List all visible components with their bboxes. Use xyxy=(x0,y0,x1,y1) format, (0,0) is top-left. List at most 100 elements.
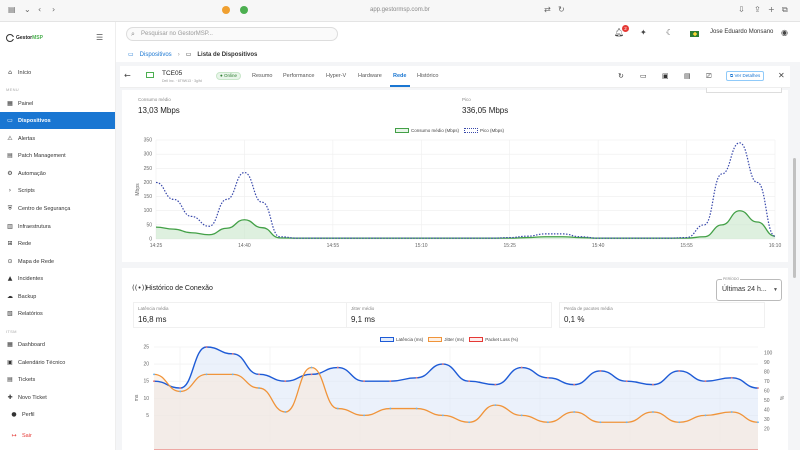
laptop-icon[interactable]: ⎚ xyxy=(706,72,712,80)
sidebar-item-incidentes[interactable]: ▲ Incidentes xyxy=(0,270,115,287)
logout-label: Sair xyxy=(22,432,32,439)
remote-screen-icon[interactable]: ▣ xyxy=(662,72,669,80)
sidebar-item-centro-de-seguranca[interactable]: ⛨ Centro de Segurança xyxy=(0,200,115,217)
sidebar-section-label: ITSM xyxy=(6,329,17,334)
sidebar-item-calendario-tecnico[interactable]: ▣ Calendário Técnico xyxy=(0,354,115,371)
period-value: Últimas 24 h... xyxy=(722,286,767,293)
tab-historico[interactable]: Histórico xyxy=(417,73,439,79)
sidebar-item-relatorios[interactable]: ▧ Relatórios xyxy=(0,305,115,322)
x-tick-label: 15:55 xyxy=(680,243,693,249)
x-tick-label: 14:40 xyxy=(238,243,251,249)
sidebar-item-tickets[interactable]: ▤ Tickets xyxy=(0,371,115,388)
patch-icon: ▤ xyxy=(7,152,13,159)
device-name: TCE05 xyxy=(162,70,183,77)
sidebar-item-painel[interactable]: ▦ Painel xyxy=(0,95,115,112)
tab-favicon[interactable] xyxy=(222,6,230,14)
breadcrumb-parent[interactable]: Dispositivos xyxy=(139,51,172,58)
connection-title: Histórico de Conexão xyxy=(146,285,213,292)
loss-stat xyxy=(559,302,765,328)
legend-item[interactable]: Packet Loss (%) xyxy=(469,337,518,343)
sidebar-item-label: Dashboard xyxy=(18,341,45,348)
dark-mode-icon[interactable]: ☾ xyxy=(666,28,674,37)
jitter-stat xyxy=(346,302,552,328)
sidebar-item-scripts[interactable]: › Scripts xyxy=(0,182,115,199)
tab-performance[interactable]: Performance xyxy=(283,73,315,79)
scripts-icon: › xyxy=(8,187,12,194)
devices-icon: ▭ xyxy=(7,117,13,124)
bell-icon[interactable]: 🔔︎ xyxy=(614,28,625,37)
notification-badge: 2 xyxy=(622,25,629,32)
y2-tick-label: 50 xyxy=(764,398,770,404)
avg-consumption-value: 13,03 Mbps xyxy=(138,106,180,115)
tab-rede[interactable]: Rede xyxy=(393,73,407,79)
calendar-icon: ▣ xyxy=(7,359,13,366)
logout-link[interactable]: ↦ Sair xyxy=(0,427,115,444)
data-point xyxy=(363,414,365,417)
sidebar-section-label: MENU xyxy=(6,87,19,92)
new-tab-icon[interactable]: + xyxy=(768,5,775,14)
user-name[interactable]: Jose Eduardo Monsano xyxy=(710,29,774,35)
sidebar-item-novo-ticket[interactable]: ✚ Novo Ticket xyxy=(0,389,115,406)
tab-favicon[interactable] xyxy=(240,6,248,14)
share-icon[interactable]: ⇪ xyxy=(754,5,761,14)
menu-collapse-icon[interactable]: ☰ xyxy=(96,33,104,42)
sparkle-icon[interactable]: ✦ xyxy=(640,28,647,37)
sidebar-item-mapa-de-rede[interactable]: ⊙ Mapa de Rede xyxy=(0,253,115,270)
data-point xyxy=(730,376,733,379)
back-icon[interactable]: ‹ xyxy=(38,5,42,14)
translate-icon[interactable]: ⇄ xyxy=(544,5,551,14)
forward-icon[interactable]: › xyxy=(52,5,56,14)
view-details-button[interactable]: ⧉ Ver Detalhes xyxy=(726,71,765,81)
sidebar-item-patch-management[interactable]: ▤ Patch Management xyxy=(0,147,115,164)
legend-item[interactable]: Pico (Mbps) xyxy=(464,128,504,134)
back-arrow-icon[interactable]: ← xyxy=(124,71,131,80)
brazil-flag-icon[interactable] xyxy=(690,31,699,37)
sidebar-item-automacao[interactable]: ⚙ Automação xyxy=(0,165,115,182)
series-area xyxy=(154,367,758,450)
refresh-icon[interactable]: ↻ xyxy=(618,72,624,80)
desktop-icon[interactable]: ▭ xyxy=(640,72,647,80)
account-icon[interactable]: ◉ xyxy=(781,28,788,37)
legend-item[interactable]: Latência (ms) xyxy=(380,337,423,343)
url-bar[interactable]: app.gestormsp.com.br xyxy=(370,7,430,13)
scrollbar[interactable] xyxy=(793,158,796,278)
sidebar-item-inicio[interactable]: ⌂ Início xyxy=(0,64,115,81)
bandwidth-chart: 0 50 100 150 200 250 300 350 14:25 14:40 14:55 15:1… xyxy=(135,138,781,250)
sidebar-item-rede[interactable]: ⊞ Rede xyxy=(0,235,115,252)
sidebar-toggle-icon[interactable]: ▤ xyxy=(8,5,16,14)
data-point xyxy=(494,383,497,386)
tab-hardware[interactable]: Hardware xyxy=(358,73,382,79)
data-point xyxy=(599,370,602,372)
data-point xyxy=(205,346,208,348)
reload-icon[interactable]: ↻ xyxy=(558,5,565,14)
sidebar-item-dashboard[interactable]: ▦ Dashboard xyxy=(0,336,115,353)
x-tick-label: 15:25 xyxy=(503,243,516,249)
terminal-icon[interactable]: ▤ xyxy=(684,72,691,80)
close-icon[interactable]: ✕ xyxy=(778,71,785,80)
tabs-overview-icon[interactable]: ⧉ xyxy=(782,5,788,14)
legend-item[interactable]: Consumo médio (Mbps) xyxy=(395,128,459,134)
y-tick-label: 15 xyxy=(143,379,149,385)
sidebar-item-label: Scripts xyxy=(18,187,35,194)
brand-logo[interactable]: GestorMSP xyxy=(6,34,43,42)
tab-resumo[interactable]: Resumo xyxy=(252,73,273,79)
tab-hyper-v[interactable]: Hyper-V xyxy=(326,73,347,79)
period-select[interactable]: PERÍODO Últimas 24 h... ▼ xyxy=(716,277,782,301)
series-line xyxy=(153,346,759,389)
chevron-down-icon[interactable]: ⌄ xyxy=(24,5,31,14)
sidebar-item-dispositivos[interactable]: ▭ Dispositivos xyxy=(0,112,115,129)
peak-label: Pico xyxy=(462,97,471,102)
sidebar-item-infraestrutura[interactable]: ▥ Infraestrutura xyxy=(0,218,115,235)
sidebar-item-alertas[interactable]: ⚠ Alertas xyxy=(0,130,115,147)
ticket-icon: ▤ xyxy=(7,376,13,383)
sidebar-item-backup[interactable]: ☁ Backup xyxy=(0,288,115,305)
y-tick-label: 50 xyxy=(146,222,152,228)
shield-icon: ⛨ xyxy=(7,204,13,212)
series-area xyxy=(156,210,775,239)
search-input[interactable]: ⌕ Pesquisar no GestorMSP... xyxy=(126,27,338,41)
automation-icon: ⚙ xyxy=(7,170,13,177)
legend-item[interactable]: Jitter (ms) xyxy=(428,337,464,343)
profile-link[interactable]: ● Perfil xyxy=(0,406,115,423)
sidebar-item-label: Backup xyxy=(18,293,37,300)
download-icon[interactable]: ⇩ xyxy=(738,5,745,14)
